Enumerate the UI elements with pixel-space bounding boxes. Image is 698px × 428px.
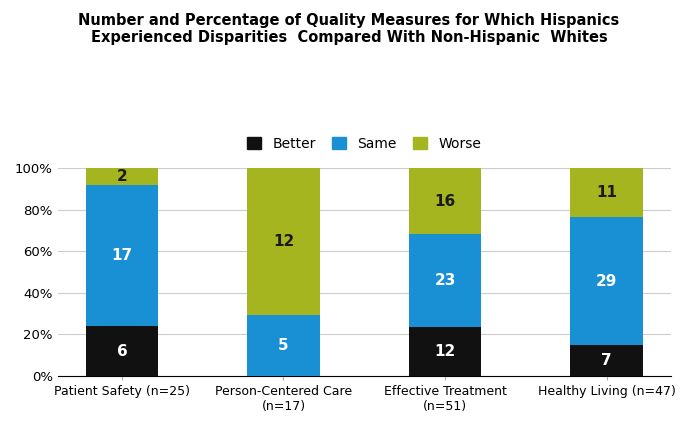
Text: 11: 11 (596, 185, 617, 200)
Text: 6: 6 (117, 344, 127, 359)
Legend: Better, Same, Worse: Better, Same, Worse (242, 131, 487, 156)
Bar (570, 169, 643, 217)
Text: 12: 12 (434, 344, 456, 359)
Bar (86, 326, 158, 376)
Text: 12: 12 (273, 234, 294, 249)
Text: 2: 2 (117, 169, 127, 184)
Bar (247, 315, 320, 376)
Bar (570, 217, 643, 345)
Text: 5: 5 (279, 338, 289, 353)
Text: 7: 7 (601, 353, 612, 368)
Text: 23: 23 (434, 273, 456, 288)
Bar (408, 234, 482, 327)
Bar (86, 185, 158, 326)
Text: 29: 29 (596, 273, 617, 288)
Bar (86, 169, 158, 185)
Bar (408, 327, 482, 376)
Bar (408, 169, 482, 234)
Bar (570, 345, 643, 376)
Text: 16: 16 (434, 193, 456, 208)
Text: 17: 17 (112, 248, 133, 263)
Bar (247, 169, 320, 315)
Text: Number and Percentage of Quality Measures for Which Hispanics
Experienced Dispar: Number and Percentage of Quality Measure… (78, 13, 620, 45)
